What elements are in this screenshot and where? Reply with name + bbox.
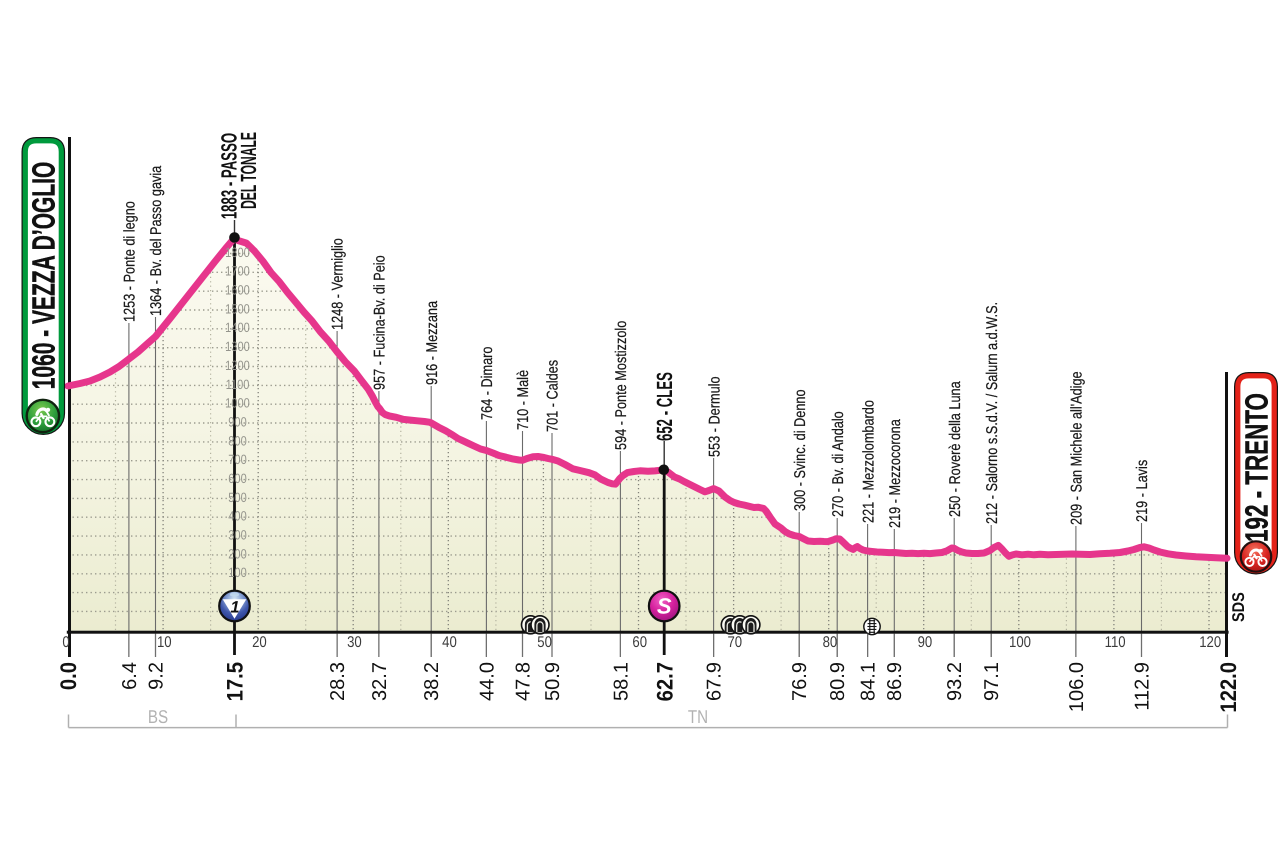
svg-text:120: 120: [1199, 634, 1221, 651]
svg-text:0: 0: [62, 634, 70, 651]
svg-text:957 - Fucina-Bv. di Peio: 957 - Fucina-Bv. di Peio: [372, 255, 389, 390]
svg-text:1700: 1700: [225, 264, 250, 279]
svg-text:1400: 1400: [225, 320, 250, 335]
svg-text:40: 40: [442, 634, 457, 651]
svg-text:1: 1: [230, 599, 239, 617]
svg-text:97.1: 97.1: [981, 662, 1003, 701]
svg-text:500: 500: [228, 490, 246, 505]
svg-text:916 - Mezzana: 916 - Mezzana: [424, 301, 441, 385]
svg-text:50: 50: [537, 634, 552, 651]
svg-text:400: 400: [228, 509, 246, 524]
svg-text:1300: 1300: [225, 339, 250, 354]
svg-text:1000: 1000: [225, 396, 250, 411]
svg-text:100: 100: [1009, 634, 1031, 651]
svg-text:TN: TN: [688, 706, 708, 727]
svg-text:100: 100: [228, 565, 246, 580]
svg-text:1800: 1800: [225, 245, 250, 260]
svg-text:76.9: 76.9: [789, 662, 811, 701]
svg-text:93.2: 93.2: [944, 662, 966, 701]
svg-text:1364 - Bv. del Passo gavia: 1364 - Bv. del Passo gavia: [148, 165, 165, 316]
svg-text:17.5: 17.5: [223, 662, 248, 701]
svg-text:47.8: 47.8: [512, 662, 534, 701]
svg-text:58.1: 58.1: [610, 662, 632, 701]
svg-text:250 - Roverè della Luna: 250 - Roverè della Luna: [947, 381, 964, 517]
svg-text:700: 700: [228, 452, 246, 467]
svg-text:BS: BS: [148, 706, 168, 727]
svg-text:80: 80: [823, 634, 838, 651]
svg-text:20: 20: [252, 634, 267, 651]
svg-text:300: 300: [228, 528, 246, 543]
svg-text:1200: 1200: [225, 358, 250, 373]
svg-text:209 - San Michele all'Adige: 209 - San Michele all'Adige: [1069, 371, 1086, 525]
svg-text:800: 800: [228, 433, 246, 448]
svg-text:28.3: 28.3: [327, 662, 349, 701]
svg-text:652 - CLES: 652 - CLES: [652, 372, 677, 441]
svg-text:9.2: 9.2: [145, 662, 167, 690]
svg-text:38.2: 38.2: [421, 662, 443, 701]
svg-text:6.4: 6.4: [119, 662, 141, 690]
svg-text:DEL TONALE: DEL TONALE: [236, 132, 261, 209]
svg-text:221 - Mezzolombardo: 221 - Mezzolombardo: [860, 400, 877, 523]
svg-text:44.0: 44.0: [476, 662, 498, 701]
svg-text:122.0: 122.0: [1216, 662, 1241, 713]
svg-text:300 - Svinc. di Denno: 300 - Svinc. di Denno: [792, 389, 809, 511]
svg-text:200: 200: [228, 546, 246, 561]
svg-text:270 - Bv. di Andalo: 270 - Bv. di Andalo: [830, 411, 847, 517]
svg-text:112.9: 112.9: [1131, 662, 1153, 711]
svg-text:1060 - VEZZA D’OGLIO: 1060 - VEZZA D’OGLIO: [26, 162, 62, 389]
svg-text:594 - Ponte Mostizzolo: 594 - Ponte Mostizzolo: [613, 321, 630, 450]
svg-text:62.7: 62.7: [652, 662, 677, 701]
svg-text:110: 110: [1105, 634, 1126, 651]
svg-text:70: 70: [727, 634, 742, 651]
svg-text:50.9: 50.9: [542, 662, 564, 701]
svg-text:80.9: 80.9: [827, 662, 849, 701]
svg-text:S: S: [657, 594, 672, 619]
svg-text:701 - Caldes: 701 - Caldes: [545, 360, 562, 432]
svg-text:1248 - Vermiglio: 1248 - Vermiglio: [330, 238, 347, 330]
svg-text:30: 30: [347, 634, 362, 651]
svg-text:192 - TRENTO: 192 - TRENTO: [1239, 393, 1275, 542]
svg-text:0.0: 0.0: [56, 662, 81, 690]
svg-text:67.9: 67.9: [704, 662, 726, 701]
svg-text:84.1: 84.1: [858, 662, 880, 701]
svg-text:60: 60: [632, 634, 647, 651]
svg-text:1253 - Ponte di legno: 1253 - Ponte di legno: [122, 201, 139, 322]
svg-text:219 - Lavis: 219 - Lavis: [1134, 460, 1151, 522]
svg-text:1500: 1500: [225, 301, 250, 316]
svg-text:212 - Salorno s.S.d.V. / Salur: 212 - Salorno s.S.d.V. / Salurn a.d.W.S.: [984, 302, 1001, 524]
svg-text:219 - Mezzocorona: 219 - Mezzocorona: [887, 419, 904, 528]
svg-text:764 - Dimaro: 764 - Dimaro: [479, 347, 496, 420]
svg-text:553 - Dermulo: 553 - Dermulo: [706, 376, 723, 457]
svg-text:600: 600: [228, 471, 246, 486]
svg-text:106.0: 106.0: [1066, 662, 1088, 712]
svg-text:1600: 1600: [225, 283, 250, 298]
svg-text:710 - Malè: 710 - Malè: [515, 370, 532, 430]
svg-text:90: 90: [918, 634, 933, 651]
svg-text:900: 900: [228, 414, 246, 429]
svg-text:86.9: 86.9: [884, 662, 906, 701]
svg-text:1100: 1100: [226, 377, 250, 392]
svg-text:32.7: 32.7: [369, 662, 391, 701]
svg-text:10: 10: [157, 634, 172, 651]
svg-text:1883 - PASSO: 1883 - PASSO: [217, 133, 242, 219]
svg-text:SDS: SDS: [1229, 592, 1248, 622]
